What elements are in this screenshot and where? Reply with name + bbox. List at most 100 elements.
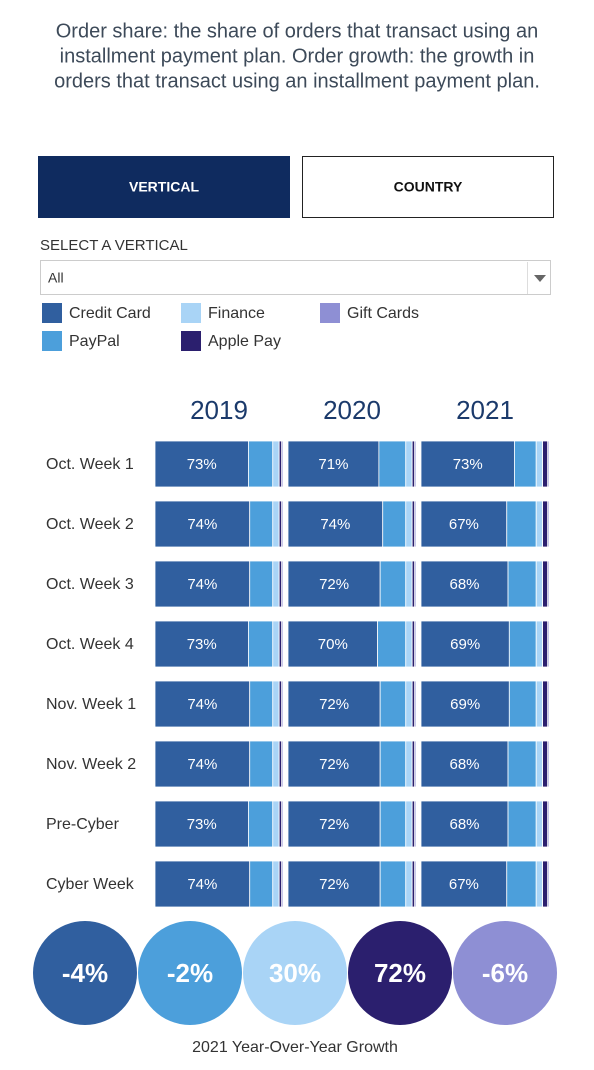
bar-segment [281,800,284,848]
bar-segment [547,680,550,728]
bar-segment [542,680,549,728]
value-label: 72% [319,696,349,713]
bar-segment [249,500,274,548]
tab-label[interactable]: VERTICAL [129,179,199,195]
bar-segment [272,740,280,788]
growth-circle [243,921,347,1025]
bar-segment [379,680,407,728]
tab-label[interactable]: COUNTRY [394,179,463,195]
bar-segment [281,620,284,668]
value-label: 74% [187,576,217,593]
legend-swatch [320,303,340,323]
bar-segment [542,620,549,668]
panel-title: 2020 [323,395,381,425]
bar-segment [547,800,550,848]
filter-label: SELECT A VERTICAL [40,237,188,254]
chart: Credit Card PayPal Finance Apple Pay Gift Ca… [33,303,557,1056]
bar-segment [414,680,417,728]
value-label: 71% [318,456,348,473]
value-label: 74% [320,516,350,533]
row-label: Pre-Cyber [46,816,120,833]
value-label: 70% [318,636,348,653]
bar-segment [281,500,284,548]
bar-segment [542,740,549,788]
value-label: 73% [187,816,217,833]
bar-segment [535,560,544,608]
tab[interactable] [302,156,554,218]
value-label: 68% [450,756,480,773]
bar-segment [405,500,413,548]
bar-segment [248,440,274,488]
bar-segment [281,560,284,608]
bar-segment [420,740,509,788]
legend-swatch [181,331,201,351]
legend-label: Credit Card [69,305,151,322]
dropdown-arrow[interactable] [534,275,546,282]
bar-segment [287,680,381,728]
row-label: Oct. Week 2 [46,516,134,533]
bar-segment [542,800,549,848]
tab-active[interactable] [38,156,290,218]
bar-segment [281,740,284,788]
legend-swatch [42,331,62,351]
bar-segment [420,680,510,728]
bar-segment [379,800,407,848]
bar-segment [535,500,544,548]
row-label: Oct. Week 1 [46,456,134,473]
bar-segment [547,500,550,548]
bar-segment [507,800,537,848]
bar-segment [379,740,407,788]
bar-segment [272,680,280,728]
value-label: 72% [319,816,349,833]
value-label: 73% [187,636,217,653]
bar-segment [287,560,381,608]
bar-segment [154,860,251,908]
bar-segment [535,740,544,788]
growth-circle [33,921,137,1025]
bar-segment [420,500,508,548]
bar-segment [514,440,537,488]
bar-segment [382,500,407,548]
bar-segment [287,440,380,488]
value-label: 73% [453,456,483,473]
bar-segment [272,560,280,608]
bar-segment [154,500,251,548]
bar-segment [420,800,509,848]
growth-circle [138,921,242,1025]
value-label: 67% [449,516,479,533]
bar-segment [405,800,413,848]
bar-segment [506,860,537,908]
bar-segment [420,620,510,668]
bar-segment [508,680,537,728]
legend-swatch [42,303,62,323]
bar-segment [547,440,550,488]
legend-label: Gift Cards [347,305,419,322]
value-label: 74% [187,696,217,713]
bar-segment [414,740,417,788]
bar-segment [154,440,249,488]
bar-segment [405,560,413,608]
row-label: Nov. Week 2 [46,756,136,773]
bar-segment [414,440,417,488]
dropdown[interactable] [40,260,551,295]
bar-segment [542,440,549,488]
legend-swatch [181,303,201,323]
dropdown-value[interactable]: All [48,270,64,286]
bar-segment [405,440,413,488]
bar-segment [281,860,284,908]
value-label: 68% [450,576,480,593]
bar-segment [379,560,407,608]
bar-segment [287,740,381,788]
bar-segment [249,860,274,908]
bar-segment [287,800,381,848]
growth-label: -4% [62,958,108,988]
legend-label: Apple Pay [208,333,281,350]
bar-segment [405,620,413,668]
value-label: 67% [449,876,479,893]
bar-segment [535,620,544,668]
bar-segment [542,560,549,608]
bar-segment [507,560,537,608]
growth-circle [348,921,452,1025]
bar-segment [272,620,280,668]
